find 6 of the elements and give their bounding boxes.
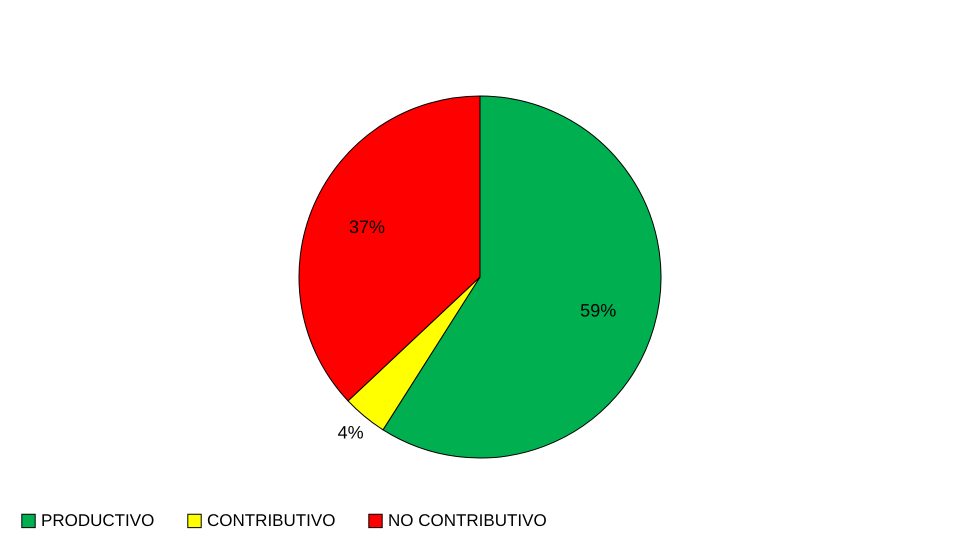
legend-label: NO CONTRIBUTIVO: [388, 510, 547, 530]
data-label: 4%: [338, 422, 364, 442]
legend-label: CONTRIBUTIVO: [207, 510, 336, 530]
data-label: 59%: [580, 300, 616, 320]
legend-label: PRODUCTIVO: [41, 510, 154, 530]
data-label: 37%: [349, 217, 386, 238]
